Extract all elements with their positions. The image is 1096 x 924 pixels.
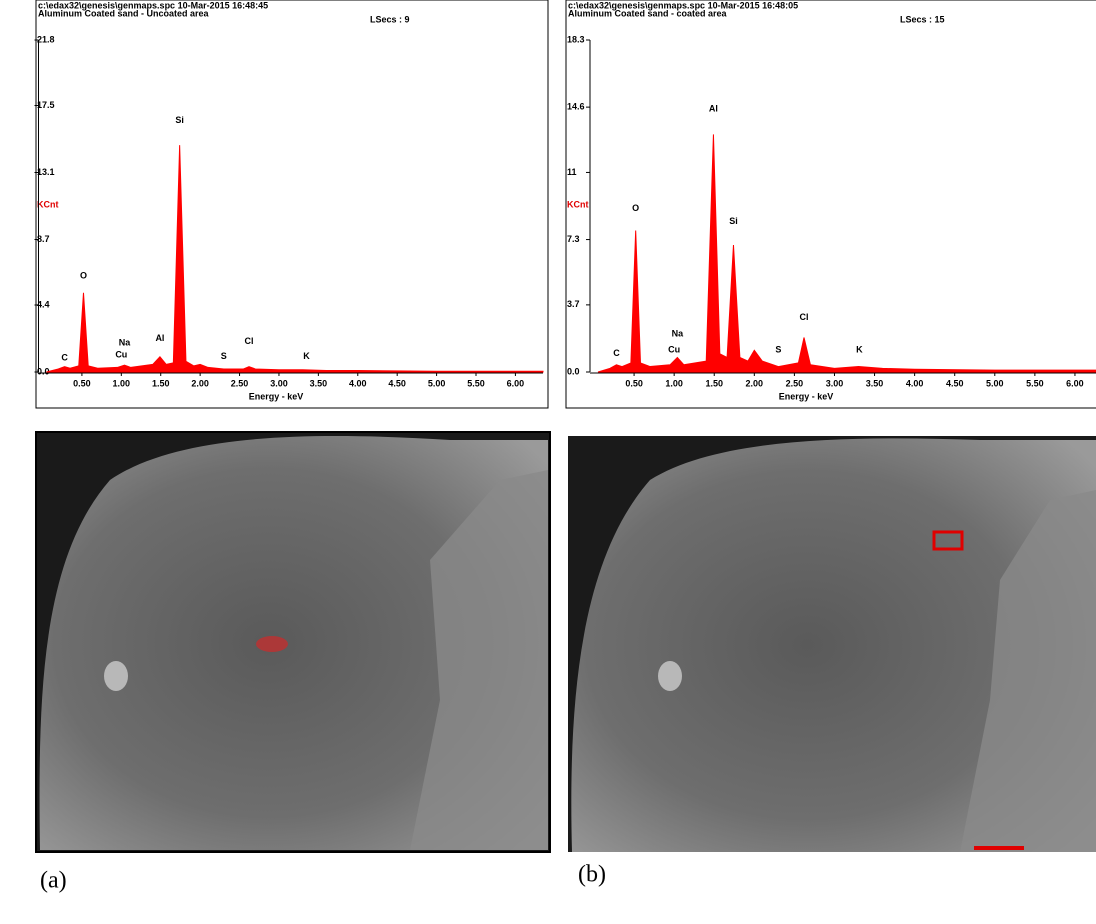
spectrum <box>597 134 1096 373</box>
x-tick-label: 4.00 <box>906 378 924 388</box>
x-tick-label: 0.50 <box>625 378 643 388</box>
y-tick-label: 3.7 <box>567 299 580 309</box>
peak-label: Cu <box>668 345 680 355</box>
y-tick-label: 8.7 <box>37 234 50 244</box>
y-tick-label: 14.6 <box>567 102 585 112</box>
chart-subtitle: Aluminum Coated sand - Uncoated area <box>38 8 210 18</box>
peak-label: Al <box>709 103 718 113</box>
caption: (a) <box>40 868 67 894</box>
y-axis-label: KCnt <box>37 199 59 209</box>
y-tick-label: 0.0 <box>37 366 50 376</box>
y-tick-label: 18.3 <box>567 34 585 44</box>
chart-note: LSecs : 9 <box>370 14 410 24</box>
y-tick-label: 7.3 <box>567 234 580 244</box>
y-tick-label: 13.1 <box>37 167 55 177</box>
x-tick-label: 1.50 <box>705 378 723 388</box>
x-tick-label: 3.00 <box>270 378 288 388</box>
peak-label: Cl <box>245 336 254 346</box>
x-tick-label: 0.50 <box>73 378 91 388</box>
y-tick-label: 21.8 <box>37 34 55 44</box>
y-tick-label: 4.4 <box>37 299 50 309</box>
x-tick-label: 1.00 <box>665 378 683 388</box>
peak-label: S <box>221 351 227 361</box>
x-tick-label: 6.00 <box>507 378 525 388</box>
y-tick-label: 17.5 <box>37 100 55 110</box>
peak-label: C <box>61 353 68 363</box>
x-tick-label: 2.00 <box>746 378 764 388</box>
peak-label: Si <box>729 216 738 226</box>
y-axis-label: KCnt <box>567 199 589 209</box>
x-tick-label: 4.50 <box>946 378 964 388</box>
chart-subtitle: Aluminum Coated sand - coated area <box>568 8 728 18</box>
x-tick-label: 5.50 <box>467 378 485 388</box>
chart-title: c:\edax32\genesis\genmaps.spc 10-Mar-201… <box>568 0 798 10</box>
x-tick-label: 3.50 <box>310 378 328 388</box>
panel-frame <box>35 0 549 409</box>
x-tick-label: 5.00 <box>428 378 446 388</box>
x-tick-label: 1.50 <box>152 378 170 388</box>
y-tick-label: 11 <box>567 167 577 177</box>
x-tick-label: 2.00 <box>191 378 209 388</box>
x-tick-label: 5.00 <box>986 378 1004 388</box>
x-tick-label: 1.00 <box>113 378 131 388</box>
caption: (b) <box>578 862 606 888</box>
peak-label: K <box>303 351 310 361</box>
spectrum <box>46 145 544 373</box>
x-axis-label: Energy - keV <box>779 391 834 401</box>
sem-image-b <box>568 436 1096 852</box>
chart-note: LSecs : 15 <box>900 14 945 24</box>
x-axis-label: Energy - keV <box>249 391 304 401</box>
peak-label: S <box>775 345 781 355</box>
peak-label: O <box>80 270 87 280</box>
sem-image-a <box>35 431 551 853</box>
x-tick-label: 5.50 <box>1026 378 1044 388</box>
peak-label: C <box>613 348 620 358</box>
x-tick-label: 2.50 <box>786 378 804 388</box>
peak-label: Cl <box>800 312 809 322</box>
y-tick-label: 0.0 <box>567 366 580 376</box>
panel-frame <box>565 0 1096 409</box>
peak-label: Si <box>175 115 184 125</box>
peak-label: Na <box>672 328 684 338</box>
x-tick-label: 6.00 <box>1066 378 1084 388</box>
peak-label: Na <box>119 337 131 347</box>
chart-title: c:\edax32\genesis\genmaps.spc 10-Mar-201… <box>38 0 268 10</box>
peak-label: Cu <box>115 350 127 360</box>
peak-label: Al <box>155 333 164 343</box>
x-tick-label: 4.50 <box>388 378 406 388</box>
x-tick-label: 3.00 <box>826 378 844 388</box>
x-tick-label: 2.50 <box>231 378 249 388</box>
x-tick-label: 3.50 <box>866 378 884 388</box>
peak-label: O <box>632 203 639 213</box>
peak-label: K <box>856 345 863 355</box>
x-tick-label: 4.00 <box>349 378 367 388</box>
